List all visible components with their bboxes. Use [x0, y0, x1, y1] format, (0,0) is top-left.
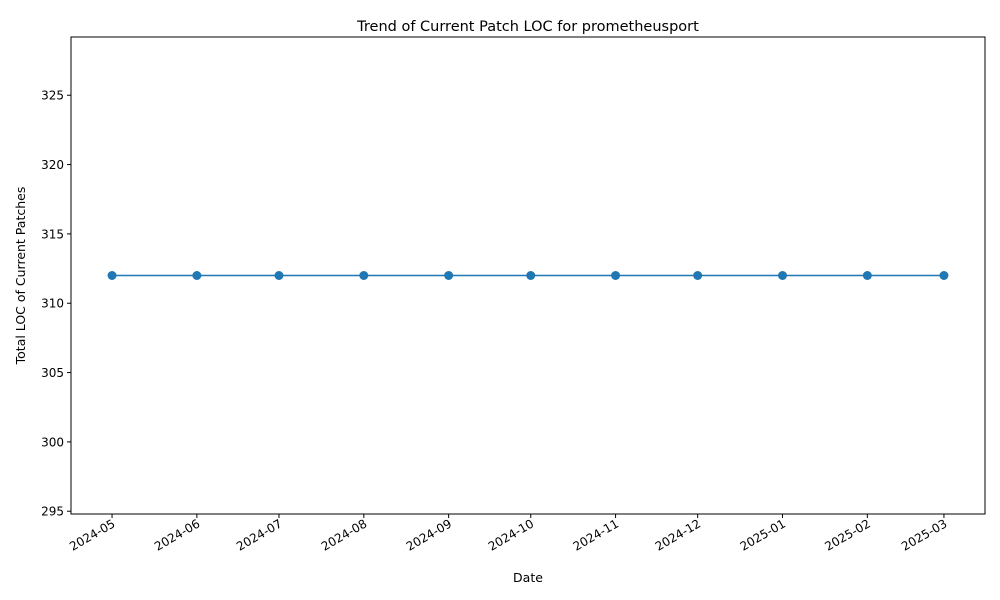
x-tick-label: 2024-09	[404, 516, 454, 553]
x-tick-label: 2025-01	[738, 516, 788, 553]
x-tick-label: 2025-02	[822, 516, 872, 553]
data-point	[192, 271, 202, 280]
x-tick-label: 2024-11	[571, 516, 621, 553]
x-tick-label: 2024-06	[152, 516, 202, 553]
y-axis-ticks: 295 300 305 310 315 320 325	[41, 89, 71, 519]
y-tick-label: 310	[41, 297, 64, 311]
x-tick-label: 2024-05	[67, 516, 117, 553]
data-point	[777, 271, 787, 280]
data-point	[693, 271, 703, 280]
y-tick-label: 305	[41, 366, 64, 380]
data-point	[359, 271, 369, 280]
x-axis-ticks: 2024-05 2024-06 2024-07 2024-08 2024-09 2024-…	[67, 514, 949, 554]
data-point	[862, 271, 872, 280]
y-tick-label: 320	[41, 158, 64, 172]
x-tick-label: 2024-07	[234, 516, 284, 553]
x-tick-label: 2024-12	[653, 516, 703, 553]
x-tick-label: 2024-10	[486, 516, 536, 553]
data-point	[274, 271, 284, 280]
data-point	[526, 271, 536, 280]
data-point	[939, 271, 949, 280]
chart-title: Trend of Current Patch LOC for prometheu…	[356, 19, 699, 35]
x-axis-label: Date	[513, 570, 543, 585]
y-tick-label: 300	[41, 435, 64, 449]
data-point	[107, 271, 117, 280]
plot-area	[107, 271, 949, 280]
data-point	[611, 271, 621, 280]
x-tick-label: 2024-08	[319, 516, 369, 553]
data-point	[444, 271, 454, 280]
y-tick-label: 325	[41, 89, 64, 103]
y-tick-label: 315	[41, 227, 64, 241]
x-tick-label: 2025-03	[899, 516, 949, 553]
y-axis-label: Total LOC of Current Patches	[13, 187, 28, 366]
axes-frame	[70, 36, 986, 515]
y-tick-label: 295	[41, 505, 64, 519]
